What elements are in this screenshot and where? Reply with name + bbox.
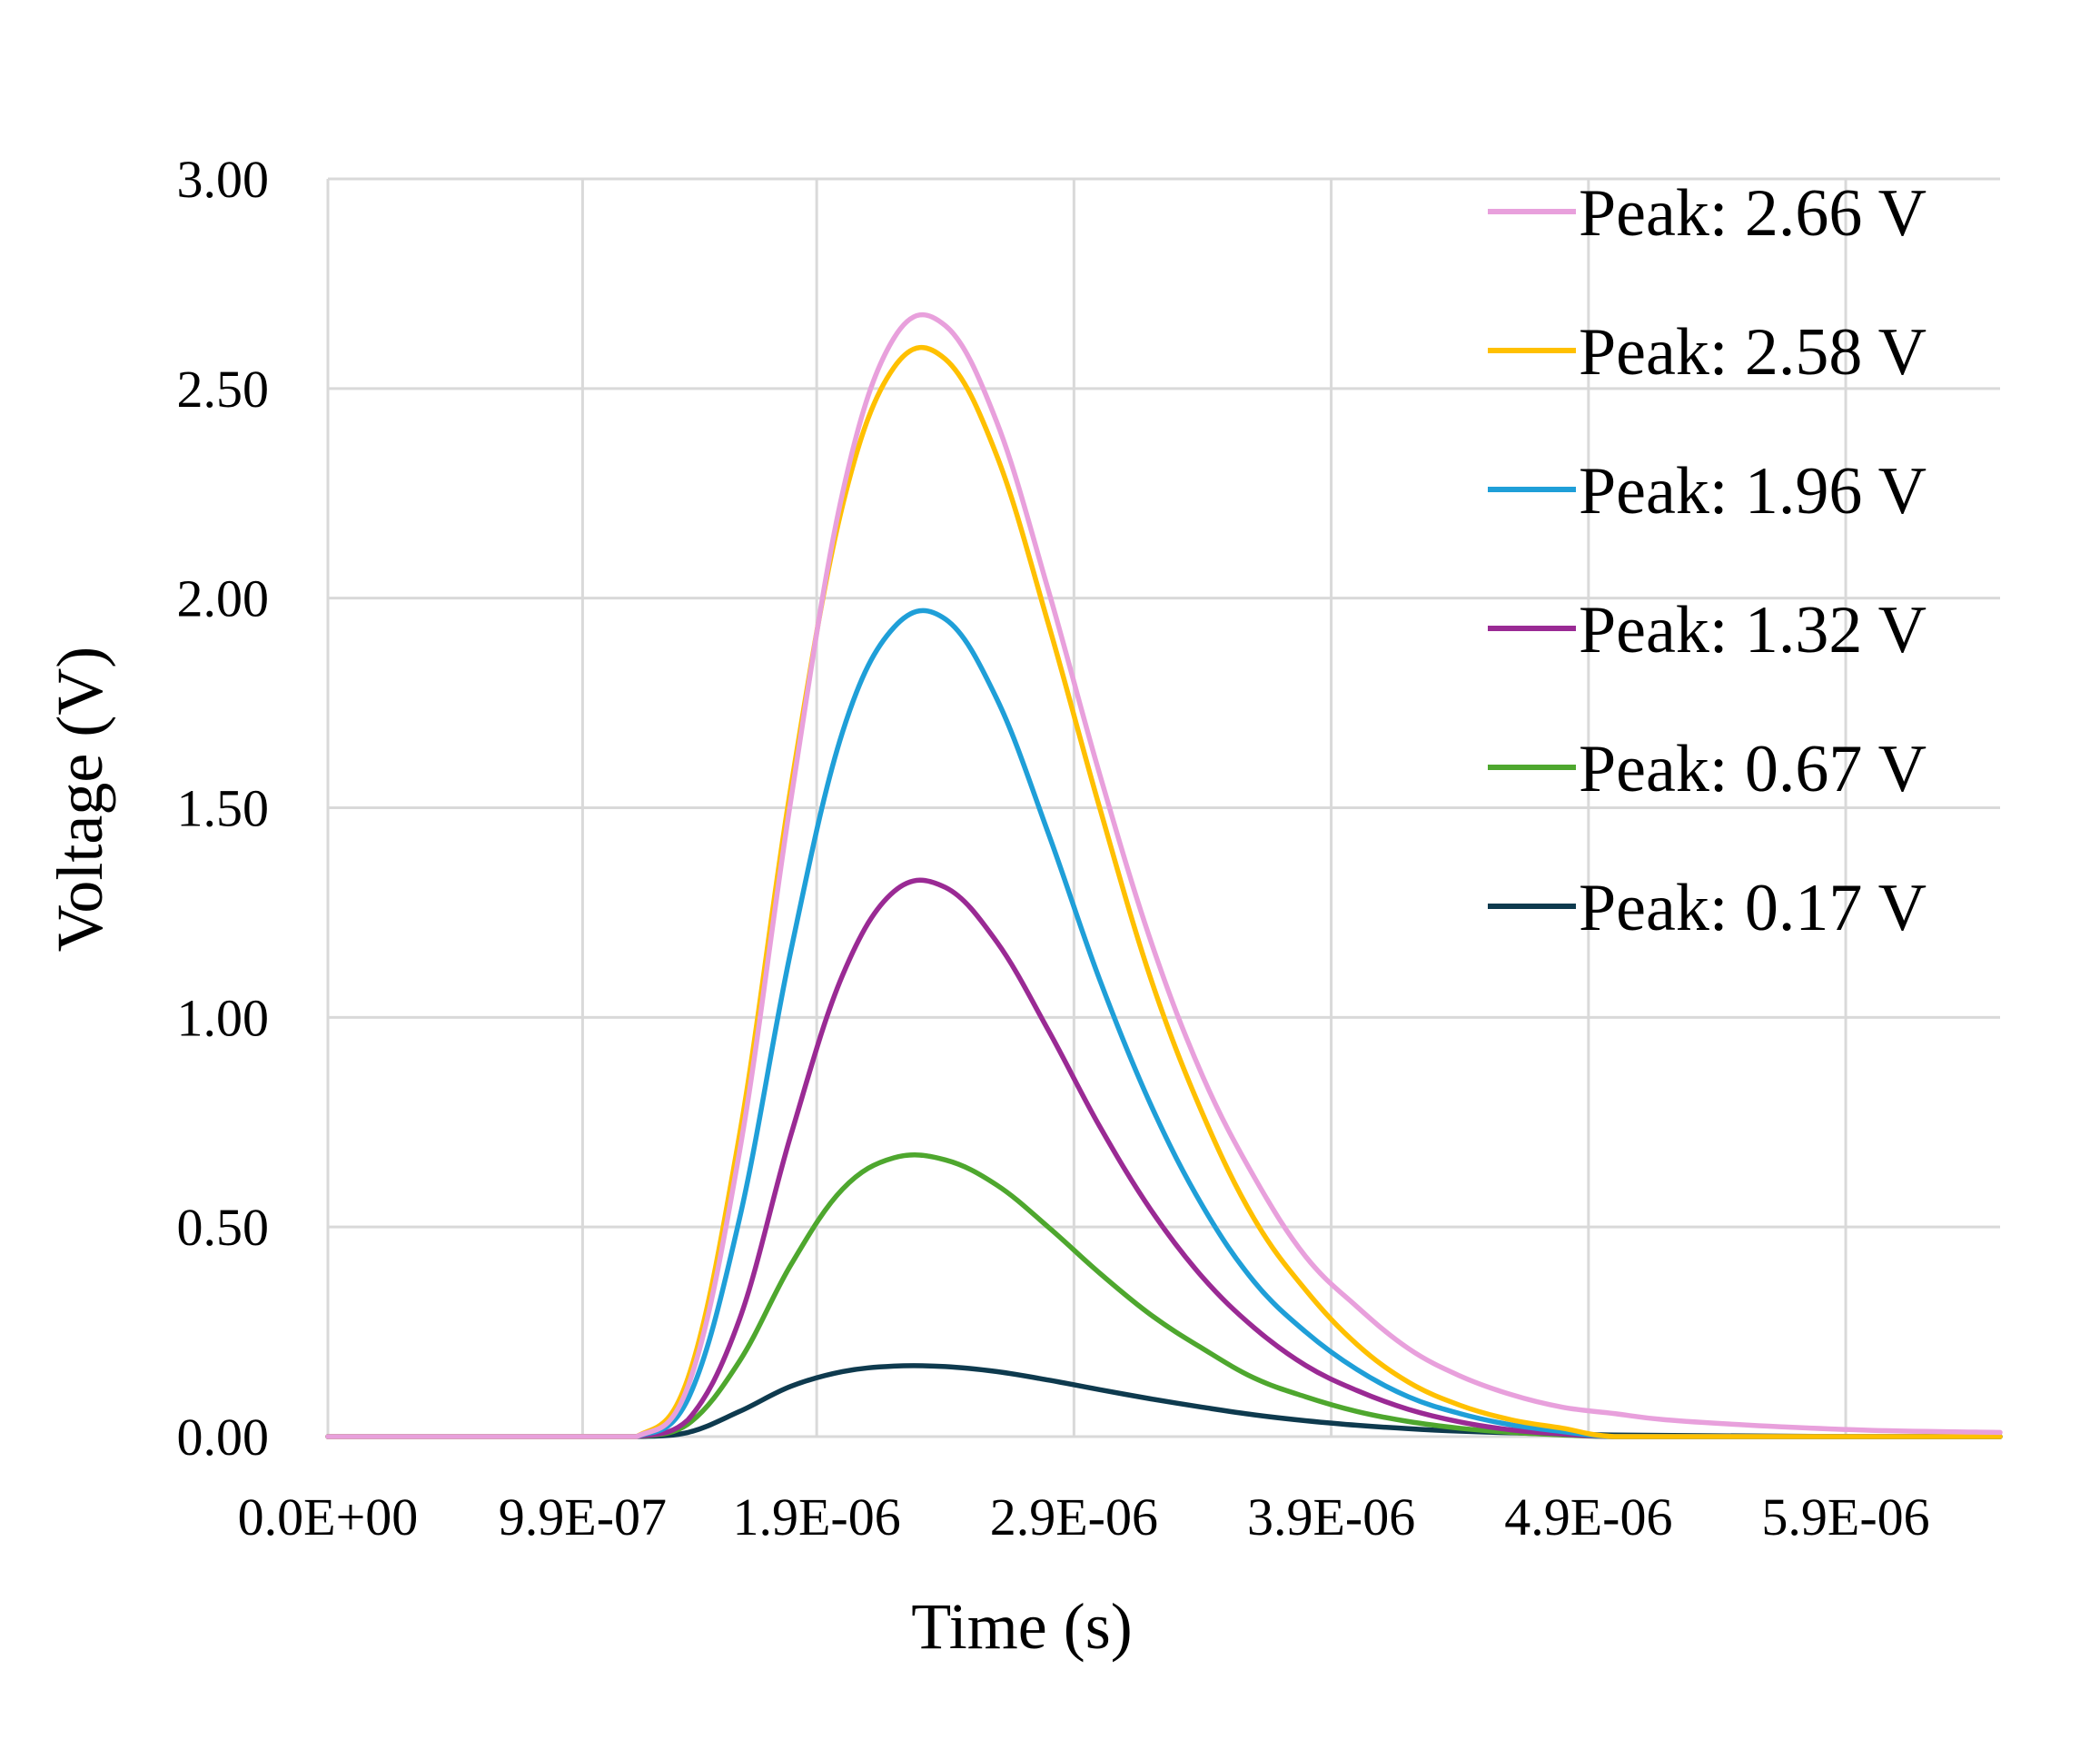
- y-tick-label: 1.50: [177, 779, 270, 838]
- x-axis-title: Time (s): [911, 1590, 1132, 1663]
- series-line-peak-0-67: [325, 1152, 2003, 1439]
- x-tick-label: 5.9E-06: [1761, 1487, 1929, 1546]
- series-line-peak-1-32: [325, 877, 2003, 1439]
- x-tick-label: 2.9E-06: [990, 1487, 1158, 1546]
- x-tick-label: 0.0E+00: [238, 1487, 419, 1546]
- legend-label-peak-0-67: Peak: 0.67 V: [1579, 732, 1927, 806]
- y-tick-label: 0.50: [177, 1198, 270, 1257]
- y-tick-label: 3.00: [177, 150, 270, 209]
- legend-label-peak-1-32: Peak: 1.32 V: [1579, 593, 1927, 667]
- series-lines: [325, 311, 2003, 1439]
- legend-label-peak-1-96: Peak: 1.96 V: [1579, 454, 1927, 529]
- y-axis-tick-labels: 0.00 0.50 1.00 1.50 2.00 2.50 3.00: [177, 150, 270, 1467]
- x-tick-label: 1.9E-06: [733, 1487, 901, 1546]
- legend: Peak: 2.66 V Peak: 2.58 V Peak: 1.96 V Peak…: [1488, 176, 1927, 945]
- x-tick-label: 9.9E-07: [499, 1487, 667, 1546]
- gridlines: [326, 177, 2000, 1438]
- y-axis-title: Voltage (V): [44, 647, 116, 953]
- y-tick-label: 2.00: [177, 569, 270, 628]
- x-tick-label: 4.9E-06: [1504, 1487, 1672, 1546]
- legend-label-peak-2-66: Peak: 2.66 V: [1579, 176, 1927, 251]
- x-axis-tick-labels: 0.0E+00 9.9E-07 1.9E-06 2.9E-06 3.9E-06 4.9E-…: [238, 1487, 1930, 1546]
- y-tick-label: 1.00: [177, 988, 270, 1047]
- series-line-peak-1-96: [325, 608, 2003, 1439]
- y-tick-label: 0.00: [177, 1408, 270, 1467]
- legend-label-peak-2-58: Peak: 2.58 V: [1579, 315, 1927, 390]
- series-line-peak-2-58: [325, 344, 2003, 1439]
- series-line-peak-2-66: [325, 311, 2003, 1439]
- x-tick-label: 3.9E-06: [1247, 1487, 1415, 1546]
- y-tick-label: 2.50: [177, 360, 270, 419]
- legend-label-peak-0-17: Peak: 0.17 V: [1579, 871, 1927, 945]
